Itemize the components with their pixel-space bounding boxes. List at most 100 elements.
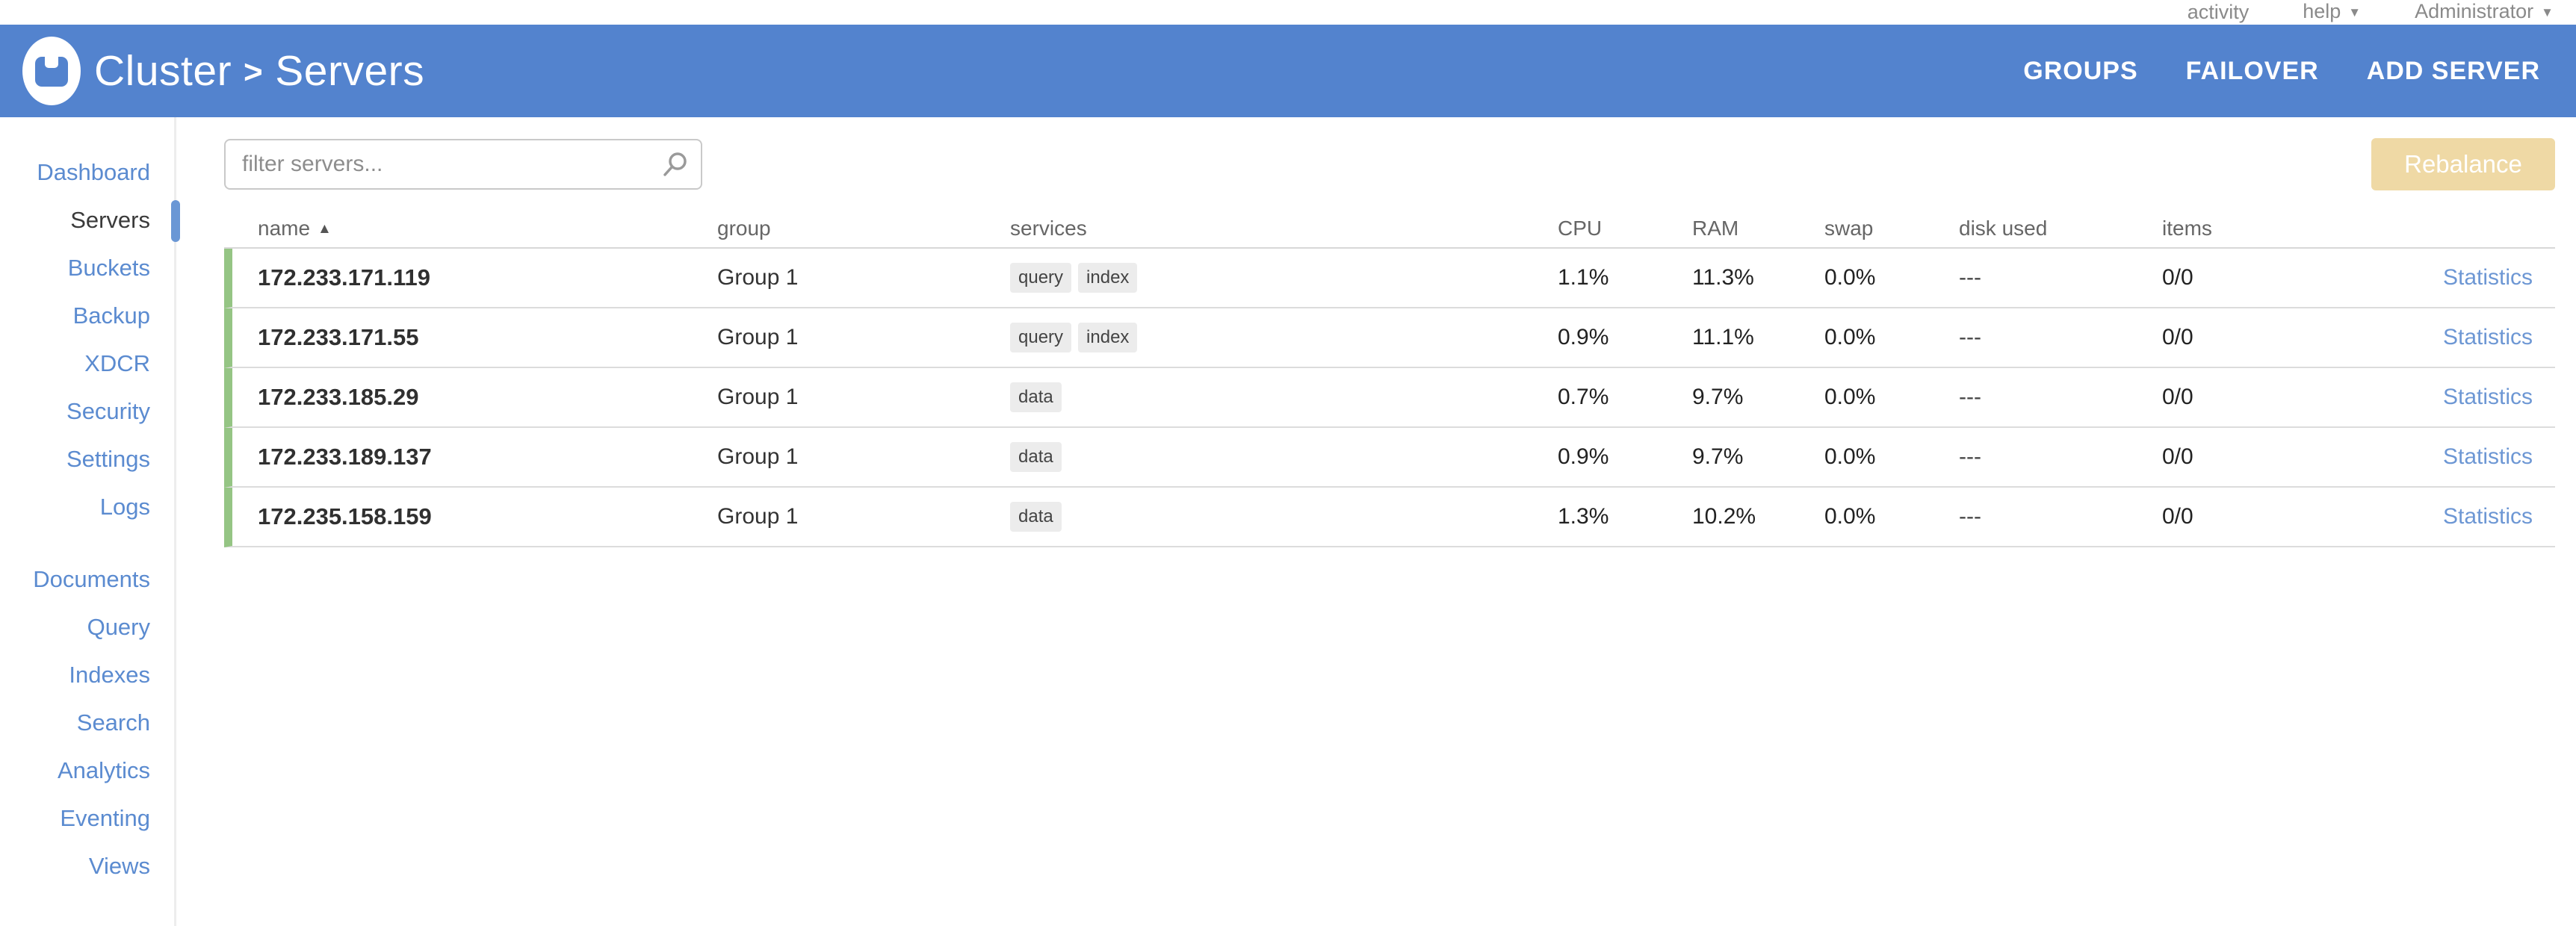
rebalance-button[interactable]: Rebalance — [2371, 138, 2555, 190]
header-nav-groups[interactable]: GROUPS — [2023, 56, 2138, 85]
sidebar-item-backup[interactable]: Backup — [72, 302, 150, 329]
server-cpu: 1.1% — [1558, 265, 1609, 290]
statistics-cell: Statistics — [2386, 444, 2555, 470]
sidebar-item-documents[interactable]: Documents — [33, 566, 150, 592]
column-header-items[interactable]: items — [2162, 217, 2386, 240]
server-group: Group 1 — [717, 325, 799, 349]
column-header-disk-used[interactable]: disk used — [1959, 217, 2162, 240]
search-icon — [663, 152, 687, 176]
table-body: 172.233.171.119 Group 1 query index 1.1% … — [224, 249, 2555, 547]
server-name: 172.233.185.29 — [258, 384, 419, 410]
service-badge: data — [1010, 502, 1062, 532]
sidebar-item-search[interactable]: Search — [76, 709, 150, 736]
sidebar-item-views[interactable]: Views — [88, 853, 150, 879]
sidebar-item-query[interactable]: Query — [87, 614, 150, 640]
server-swap: 0.0% — [1824, 444, 1876, 469]
server-services: data — [1010, 502, 1558, 532]
sidebar-item-xdcr[interactable]: XDCR — [84, 350, 150, 376]
sort-ascending-icon: ▲ — [318, 221, 332, 237]
column-header-label: items — [2162, 217, 2212, 240]
table-row: 172.233.171.55 Group 1 query index 0.9% 1… — [224, 308, 2555, 368]
server-services: data — [1010, 442, 1558, 472]
column-header-label: services — [1010, 217, 1087, 240]
server-items: 0/0 — [2162, 265, 2193, 290]
server-ram: 9.7% — [1692, 444, 1744, 469]
statistics-cell: Statistics — [2386, 325, 2555, 350]
servers-table: name ▲ group services CPU RAM swap disk used ite… — [224, 210, 2555, 547]
chevron-down-icon: ▼ — [2541, 4, 2554, 19]
server-disk-used: --- — [1959, 385, 1981, 409]
server-ram: 11.1% — [1692, 325, 1754, 349]
server-swap: 0.0% — [1824, 504, 1876, 529]
statistics-cell: Statistics — [2386, 504, 2555, 529]
server-swap: 0.0% — [1824, 385, 1876, 409]
column-header-label: name — [258, 217, 311, 240]
main-layout: Dashboard Servers Buckets Backup XDCR Securit… — [0, 117, 2576, 926]
server-group: Group 1 — [717, 444, 799, 469]
table-row: 172.233.189.137 Group 1 data 0.9% 9.7% 0… — [224, 428, 2555, 488]
server-cpu: 0.9% — [1558, 444, 1609, 469]
column-header-group[interactable]: group — [717, 217, 1010, 240]
sidebar-item-security[interactable]: Security — [66, 398, 150, 424]
server-ram: 9.7% — [1692, 385, 1744, 409]
content-area: Rebalance name ▲ group services CPU RAM swap di… — [176, 117, 2576, 926]
header-nav-failover[interactable]: FAILOVER — [2185, 56, 2319, 85]
server-name: 172.233.189.137 — [258, 444, 432, 470]
server-disk-used: --- — [1959, 265, 1981, 290]
breadcrumb-separator-icon: > — [244, 54, 264, 90]
sidebar-item-dashboard[interactable]: Dashboard — [37, 159, 150, 185]
column-header-label: RAM — [1692, 217, 1739, 240]
couchbase-logo-icon — [22, 37, 81, 105]
table-row: 172.233.185.29 Group 1 data 0.7% 9.7% 0.… — [224, 368, 2555, 428]
activity-link[interactable]: activity — [2187, 1, 2250, 23]
service-badge: index — [1078, 323, 1138, 352]
service-badge: query — [1010, 323, 1072, 352]
sidebar-item-logs[interactable]: Logs — [99, 494, 150, 520]
toolbar: Rebalance — [224, 138, 2555, 190]
table-header-row: name ▲ group services CPU RAM swap disk used ite… — [224, 210, 2555, 249]
sidebar-primary-group: Dashboard Servers Buckets Backup XDCR Securit… — [0, 149, 180, 531]
sidebar-item-settings[interactable]: Settings — [66, 446, 150, 472]
breadcrumb-section: Cluster — [94, 47, 232, 95]
help-menu[interactable]: help ▼ — [2303, 0, 2361, 26]
server-ram: 11.3% — [1692, 265, 1754, 290]
server-services: query index — [1010, 323, 1558, 352]
sidebar-item-analytics[interactable]: Analytics — [57, 757, 150, 783]
statistics-link[interactable]: Statistics — [2442, 385, 2533, 409]
server-name: 172.233.171.55 — [258, 324, 419, 350]
server-services: data — [1010, 382, 1558, 412]
statistics-link[interactable]: Statistics — [2442, 325, 2533, 349]
server-disk-used: --- — [1959, 325, 1981, 349]
column-header-label: swap — [1824, 217, 1874, 240]
user-menu-label: Administrator — [2415, 0, 2534, 22]
header-nav-add-server[interactable]: ADD SERVER — [2366, 56, 2540, 85]
column-header-ram[interactable]: RAM — [1692, 217, 1824, 240]
server-disk-used: --- — [1959, 504, 1981, 529]
server-cpu: 1.3% — [1558, 504, 1609, 529]
column-header-services[interactable]: services — [1010, 217, 1558, 240]
column-header-cpu[interactable]: CPU — [1558, 217, 1692, 240]
filter-servers-input[interactable] — [224, 139, 702, 190]
app-header: Cluster > Servers GROUPS FAILOVER ADD SERV… — [0, 25, 2576, 117]
server-group: Group 1 — [717, 265, 799, 290]
sidebar-item-indexes[interactable]: Indexes — [69, 662, 150, 688]
column-header-swap[interactable]: swap — [1824, 217, 1959, 240]
statistics-link[interactable]: Statistics — [2442, 504, 2533, 529]
sidebar-item-eventing[interactable]: Eventing — [60, 805, 150, 831]
server-group: Group 1 — [717, 385, 799, 409]
statistics-link[interactable]: Statistics — [2442, 265, 2533, 290]
sidebar-item-buckets[interactable]: Buckets — [67, 255, 150, 281]
sidebar-item-servers[interactable]: Servers — [0, 196, 180, 244]
server-services: query index — [1010, 263, 1558, 293]
server-items: 0/0 — [2162, 325, 2193, 349]
column-header-label: CPU — [1558, 217, 1603, 240]
page-title: Cluster > Servers — [94, 46, 424, 96]
user-menu[interactable]: Administrator ▼ — [2415, 0, 2554, 26]
table-row: 172.235.158.159 Group 1 data 1.3% 10.2% … — [224, 488, 2555, 547]
server-swap: 0.0% — [1824, 265, 1876, 290]
server-items: 0/0 — [2162, 385, 2193, 409]
statistics-link[interactable]: Statistics — [2442, 444, 2533, 469]
server-name: 172.235.158.159 — [258, 503, 432, 529]
column-header-name[interactable]: name ▲ — [258, 217, 717, 240]
server-disk-used: --- — [1959, 444, 1981, 469]
